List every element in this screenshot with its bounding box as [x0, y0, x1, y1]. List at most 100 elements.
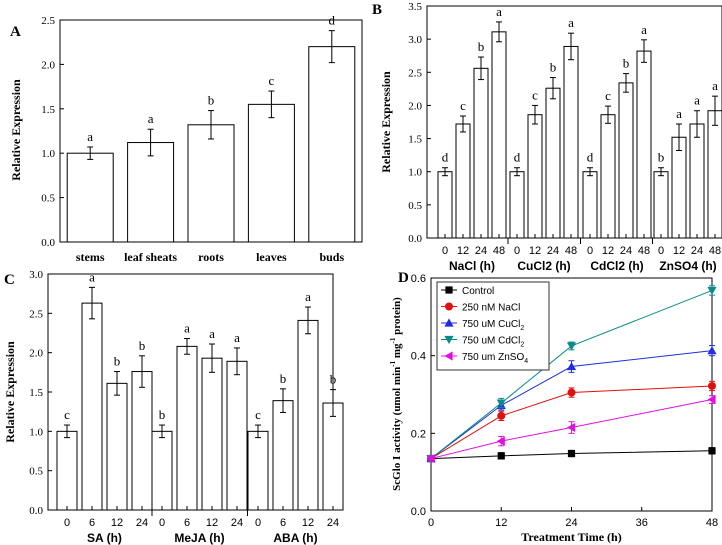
panel-a-ylabel: Relative Expression [9, 79, 23, 181]
panel-a-category-label: buds [319, 250, 344, 264]
panel-d-xtick-label: 24 [565, 517, 577, 529]
panel-b-bar [527, 114, 543, 239]
panel-c-ytick-label: 0.0 [29, 505, 43, 517]
panel-c-significance-letter: b [159, 407, 166, 422]
panel-b-xtick-label: 12 [673, 245, 685, 257]
panel-c-letter: C [4, 272, 15, 288]
panel-b-bar [671, 136, 687, 239]
panel-a-ytick-label: 0.0 [41, 237, 55, 249]
panel-b-significance-letter: d [587, 150, 594, 165]
panel-a-bar [127, 142, 175, 243]
panel-b-significance-letter: d [514, 150, 521, 165]
panel-c-group-label: SA (h) [87, 531, 122, 545]
panel-d-legend-box [436, 281, 550, 371]
panel-b-bar [437, 171, 453, 239]
panel-b-xtick-label: 24 [620, 245, 632, 257]
panel-d-ylabel: ScGlo I activity (umol min-1 mg-1 protei… [389, 297, 403, 491]
panel-c-ytick-label: 1.5 [29, 387, 43, 399]
panel-b-ytick-label: 1.0 [408, 167, 422, 179]
panel-a-significance-letter: b [208, 93, 215, 108]
panel-b-bar [600, 114, 616, 239]
panel-b-xtick-label: 48 [565, 245, 577, 257]
panel-b-bar [509, 171, 525, 239]
panel-d-ylabel-part: protein) [391, 297, 403, 338]
panel-c-group-label: MeJA (h) [174, 531, 224, 545]
panel-c-significance-letter: c [64, 407, 70, 422]
panel-a-bar [187, 124, 235, 243]
panel-b-ytick-label: 1.5 [408, 134, 422, 146]
panel-c-xtick-label: 6 [280, 517, 286, 529]
panel-a-category-label: leaves [256, 250, 287, 264]
panel-d-ytick-label: 0.6 [411, 273, 426, 285]
panel-b-bar [455, 123, 471, 239]
panel-b-xtick-label: 12 [529, 245, 541, 257]
panel-b-xtick-label: 24 [691, 245, 703, 257]
panel-d-data-point [707, 394, 716, 405]
panel-d-data-point [496, 399, 506, 408]
panel-c-significance-letter: b [114, 354, 121, 369]
panel-a-ytick-label: 1.5 [41, 104, 55, 116]
panel-c-significance-letter: a [184, 321, 190, 336]
panel-d-ylabel-part: mg [391, 343, 403, 361]
panel-b-significance-letter: a [496, 4, 502, 19]
panel-d-xtick-label: 48 [706, 517, 718, 529]
panel-b-bar [545, 87, 561, 239]
panel-b-group-label: CuCl2 (h) [517, 259, 570, 273]
panel-b-significance-letter: a [694, 93, 700, 108]
panel-c-bar [322, 402, 344, 511]
panel-c-significance-letter: a [305, 289, 311, 304]
panel-d-ytick-label: 0.2 [411, 428, 426, 440]
panel-c-bar [151, 430, 173, 511]
panel-b-bar [618, 82, 634, 239]
panel-b-xtick-label: 0 [658, 245, 664, 257]
panel-d-data-point [567, 388, 576, 397]
panel-d-series [426, 394, 716, 464]
panel-d-series-line [430, 350, 713, 459]
panel-d-xtick-label: 12 [495, 517, 507, 529]
panel-b-xtick-label: 0 [514, 245, 520, 257]
panel-d-ytick-label: 0.0 [411, 506, 426, 518]
panel-b-xtick-label: 12 [602, 245, 614, 257]
panel-b-xtick-label: 48 [638, 245, 650, 257]
panel-a-significance-letter: a [87, 129, 93, 144]
panel-b-ytick-label: 0.0 [408, 233, 422, 245]
panel-a-ytick-label: 1.0 [41, 148, 55, 160]
panel-b-group-label: CdCl2 (h) [590, 259, 643, 273]
panel-b-significance-letter: a [676, 106, 682, 121]
panel-c-xtick-label: 24 [327, 517, 339, 529]
panel-b-bar [473, 67, 489, 239]
panel-b-significance-letter: a [641, 22, 647, 37]
panel-c-ytick-label: 1.0 [29, 426, 43, 438]
panel-b-ytick-label: 3.0 [408, 34, 422, 46]
panel-d-data-point [497, 411, 506, 420]
panel-c-significance-letter: a [209, 326, 215, 341]
panel-d-data-point [497, 452, 505, 460]
panel-a-bar [247, 103, 295, 243]
panel-d-series [427, 447, 716, 463]
panel-a-letter: A [10, 24, 21, 40]
panel-c-xtick-label: 12 [111, 517, 123, 529]
panel-b-bar [636, 50, 652, 239]
panel-b-significance-letter: c [532, 87, 538, 102]
panel-c-xtick-label: 24 [231, 517, 243, 529]
panel-d-ylabel-part: -1 [389, 360, 397, 366]
panel-b-bar [689, 123, 705, 239]
panel-b-xtick-label: 12 [457, 245, 469, 257]
panel-a-category-label: roots [198, 250, 224, 264]
panel-d-data-point [707, 346, 717, 355]
panel-c-bar [81, 302, 103, 511]
panel-d-series-line [430, 450, 713, 460]
panel-b-xtick-label: 0 [442, 245, 448, 257]
panel-b-significance-letter: b [623, 56, 630, 71]
panel-b-ytick-label: 2.0 [408, 100, 422, 112]
panel-a-ytick-label: 0.5 [41, 193, 55, 205]
panel-d-xtick-label: 0 [428, 517, 434, 529]
panel-b-bar [582, 171, 598, 239]
panel-d-series-line [430, 385, 713, 460]
panel-c-xtick-label: 0 [159, 517, 165, 529]
panel-a-category-label: leaf sheats [124, 250, 177, 264]
panel-c-xtick-label: 0 [64, 517, 70, 529]
panel-a-significance-letter: a [148, 111, 154, 126]
panel-d-legend-label: 750 um ZnSO4 [462, 352, 528, 365]
panel-c-bar [106, 382, 128, 511]
